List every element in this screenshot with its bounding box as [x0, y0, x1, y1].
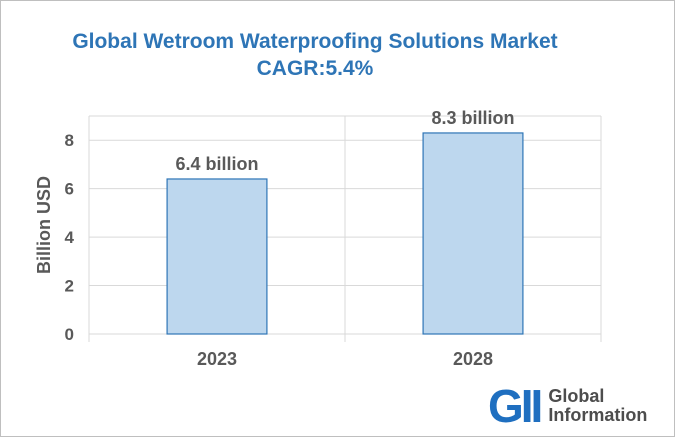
- gii-logo-mark: GII: [488, 380, 543, 432]
- y-tick-label: 2: [65, 277, 74, 296]
- chart-title-line1: Global Wetroom Waterproofing Solutions M…: [72, 30, 558, 53]
- labels: 0 2 4 6 8 Billion USD 6.4 billion 2023 8.3 billi…: [34, 108, 515, 369]
- x-tick-label: 2028: [453, 349, 493, 369]
- data-label: 8.3 billion: [431, 108, 514, 128]
- y-tick-label: 4: [65, 228, 75, 247]
- gii-logo-text-line2: Information: [548, 405, 648, 425]
- gii-logo-mark-text: GII: [488, 380, 543, 432]
- chart-title-line2: CAGR:5.4%: [256, 57, 374, 80]
- bar: [422, 132, 524, 335]
- gii-logo-text: Global Information: [548, 387, 647, 425]
- bar: [166, 178, 268, 335]
- y-axis-title: Billion USD: [34, 176, 54, 274]
- y-tick-label: 0: [65, 325, 74, 344]
- y-tick-label: 8: [65, 131, 74, 150]
- y-tick-label: 6: [65, 180, 74, 199]
- grid-lines: [88, 115, 602, 342]
- data-label: 6.4 billion: [175, 154, 258, 174]
- chart-title: Global Wetroom Waterproofing Solutions M…: [1, 28, 629, 82]
- gii-logo: GII Global Information: [488, 383, 647, 429]
- bars: [166, 132, 524, 335]
- gii-logo-text-line1: Global: [548, 386, 605, 406]
- x-tick-label: 2023: [197, 349, 237, 369]
